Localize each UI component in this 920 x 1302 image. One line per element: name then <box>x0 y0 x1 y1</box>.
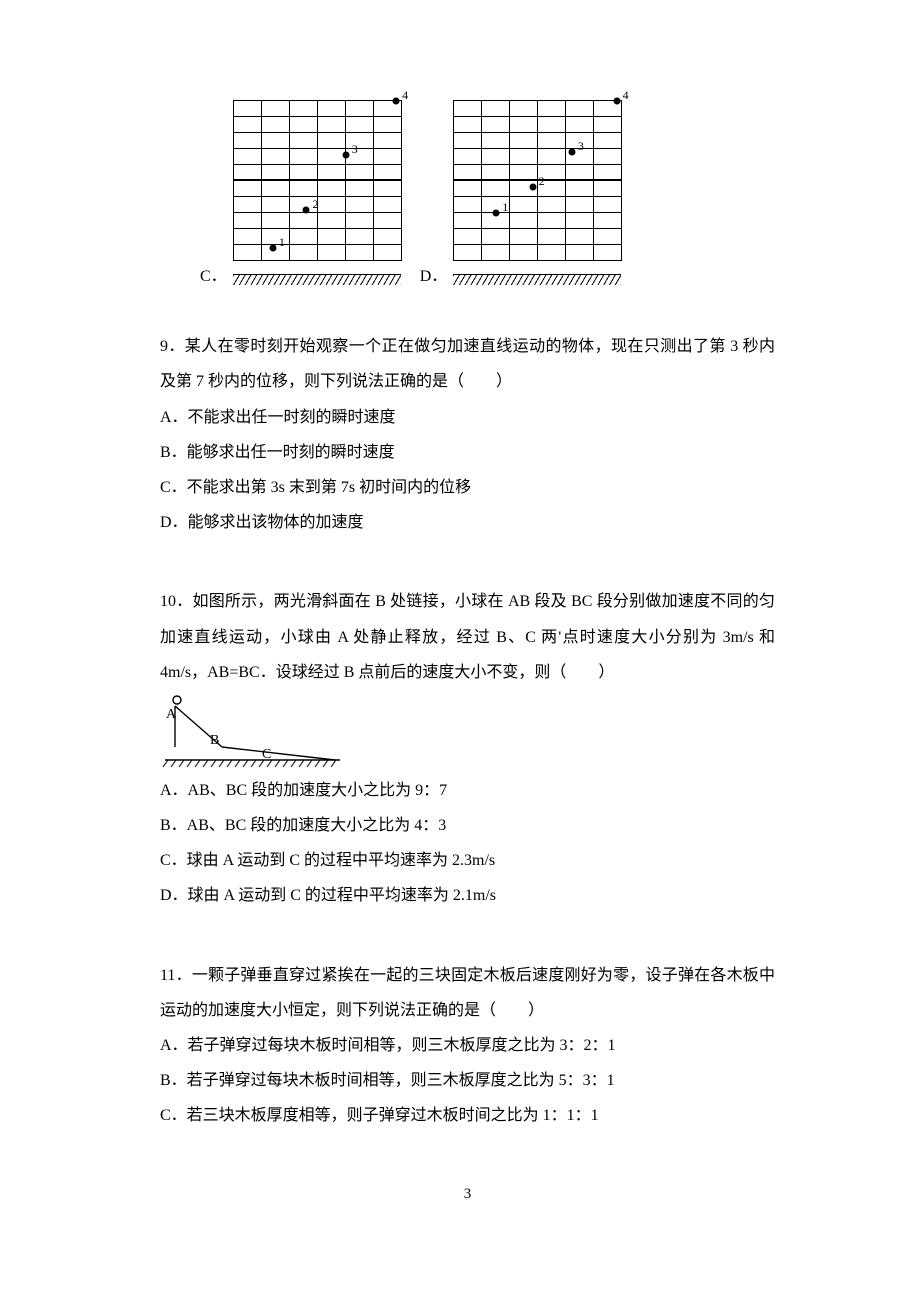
q9-option-c: C．不能求出第 3s 末到第 7s 初时间内的位移 <box>160 470 775 505</box>
q10-option-a: A．AB、BC 段的加速度大小之比为 9：7 <box>160 773 775 808</box>
q8-figure-options: C． 1234 D． 1234 <box>160 100 775 285</box>
option-d-label: D． <box>420 269 448 285</box>
grid-point-label: 2 <box>312 198 318 210</box>
grid-point-label: 2 <box>539 175 545 187</box>
q9-option-d: D．能够求出该物体的加速度 <box>160 505 775 540</box>
grid-c: 1234 <box>233 100 402 285</box>
grid-point-label: 4 <box>623 89 629 101</box>
q11-option-c: C．若三块木板厚度相等，则子弹穿过木板时间之比为 1：1：1 <box>160 1098 775 1133</box>
grid-point-label: 3 <box>352 143 358 155</box>
q10-fig-label-b: B <box>210 733 219 748</box>
grid-point-label: 1 <box>279 236 285 248</box>
q10-stem: 10．如图所示，两光滑斜面在 B 处链接，小球在 AB 段及 BC 段分别做加速… <box>160 584 775 690</box>
q10-option-d: D．球由 A 运动到 C 的过程中平均速率为 2.1m/s <box>160 878 775 913</box>
q9-option-b: B．能够求出任一时刻的瞬时速度 <box>160 435 775 470</box>
grid-point-label: 3 <box>578 140 584 152</box>
q10-figure: A B C <box>160 692 775 767</box>
q10-option-c: C．球由 A 运动到 C 的过程中平均速率为 2.3m/s <box>160 843 775 878</box>
figure-row: C． 1234 D． 1234 <box>200 100 775 285</box>
option-c-label: C． <box>200 269 227 285</box>
q9-option-a: A．不能求出任一时刻的瞬时速度 <box>160 400 775 435</box>
option-d-wrapper: D． 1234 <box>420 100 623 285</box>
q10-fig-label-c: C <box>262 747 271 762</box>
q11-option-b: B．若子弹穿过每块木板时间相等，则三木板厚度之比为 5：3：1 <box>160 1063 775 1098</box>
q9-stem: 9．某人在零时刻开始观察一个正在做匀加速直线运动的物体，现在只测出了第 3 秒内… <box>160 329 775 399</box>
q11-option-a: A．若子弹穿过每块木板时间相等，则三木板厚度之比为 3：2：1 <box>160 1028 775 1063</box>
q11-stem: 11．一颗子弹垂直穿过紧挨在一起的三块固定木板后速度刚好为零，设子弹在各木板中运… <box>160 958 775 1028</box>
question-9: 9．某人在零时刻开始观察一个正在做匀加速直线运动的物体，现在只测出了第 3 秒内… <box>160 329 775 540</box>
ground-hatch <box>233 274 401 285</box>
option-c-wrapper: C． 1234 <box>200 100 402 285</box>
q10-option-b: B．AB、BC 段的加速度大小之比为 4：3 <box>160 808 775 843</box>
grid-point-label: 1 <box>502 201 508 213</box>
page-number: 3 <box>160 1178 775 1211</box>
grid-d: 1234 <box>453 100 622 285</box>
grid-point-label: 4 <box>402 89 408 101</box>
question-10: 10．如图所示，两光滑斜面在 B 处链接，小球在 AB 段及 BC 段分别做加速… <box>160 584 775 913</box>
question-11: 11．一颗子弹垂直穿过紧挨在一起的三块固定木板后速度刚好为零，设子弹在各木板中运… <box>160 958 775 1134</box>
ground-hatch <box>453 274 621 285</box>
q10-fig-label-a: A <box>166 707 177 722</box>
